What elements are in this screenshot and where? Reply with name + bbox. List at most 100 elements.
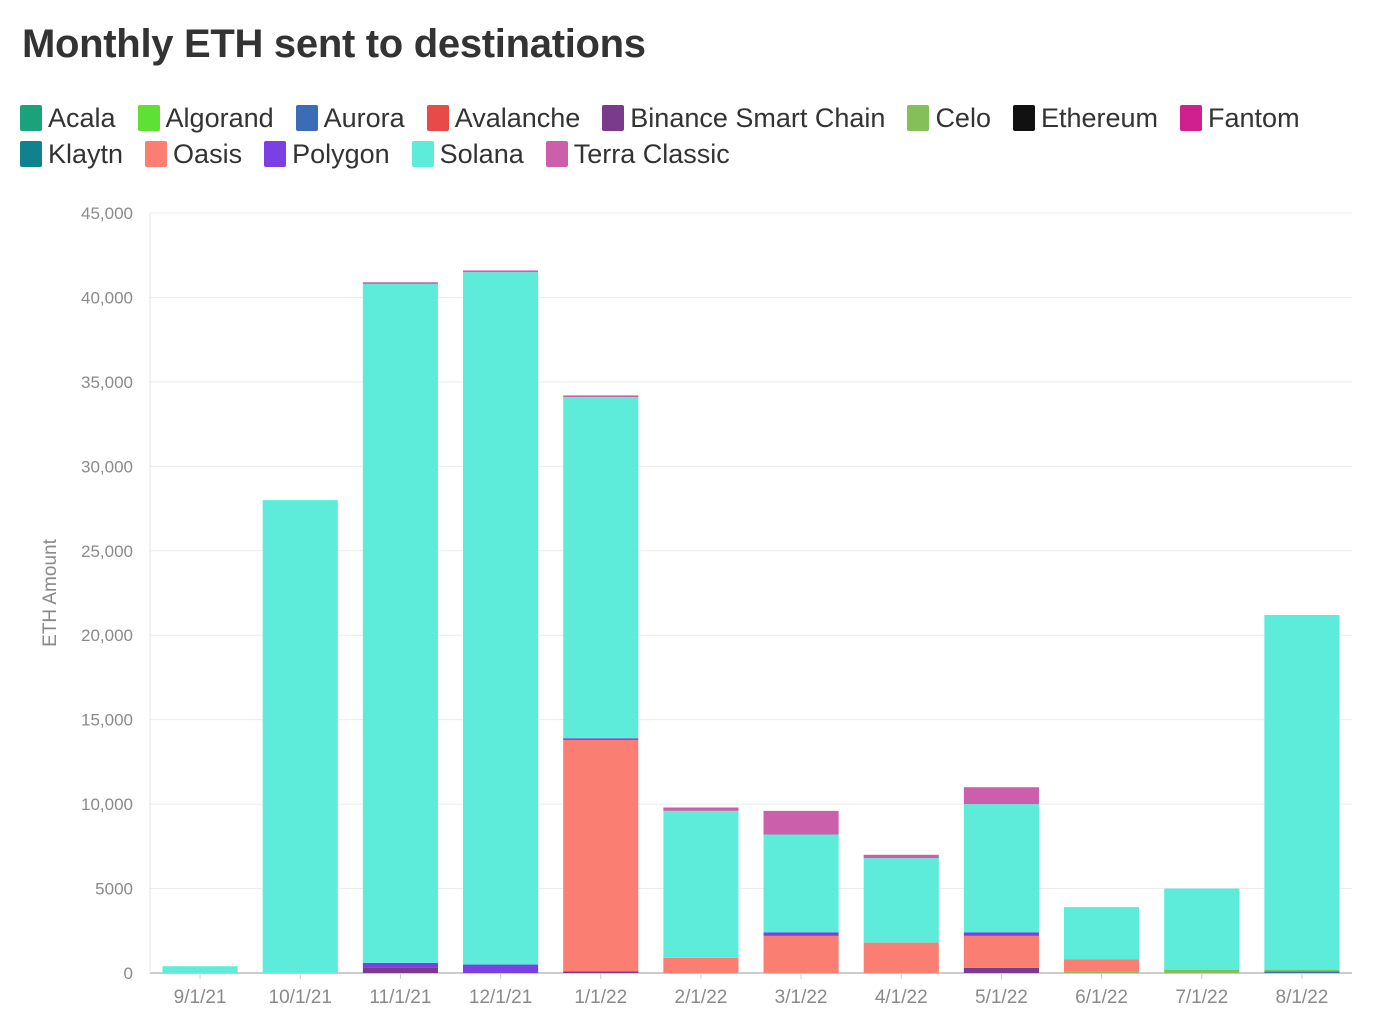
legend-label: Ethereum — [1040, 102, 1159, 133]
bar-segment — [563, 739, 639, 972]
legend-item: Aurora — [295, 102, 405, 133]
y-tick-label: 15,000 — [81, 711, 133, 730]
legend-swatch — [907, 105, 930, 131]
x-tick-label: 8/1/22 — [1276, 987, 1329, 1008]
bar-segment — [1064, 907, 1140, 960]
legend-item: Oasis — [145, 138, 243, 169]
x-tick-label: 3/1/22 — [775, 987, 828, 1008]
bar-segment — [863, 858, 939, 943]
y-tick-label: 5000 — [95, 880, 133, 899]
bar-segment — [1164, 969, 1240, 973]
y-tick-label: 40,000 — [81, 288, 133, 307]
legend-item: Solana — [411, 138, 524, 169]
bar-segment — [963, 935, 1039, 968]
bar-segment — [963, 967, 1039, 973]
bar-segment — [963, 804, 1039, 933]
legend-swatch — [1180, 105, 1203, 131]
x-tick-label: 7/1/22 — [1175, 987, 1228, 1008]
x-tick-label: 1/1/22 — [574, 987, 627, 1008]
legend-label: Aurora — [323, 102, 405, 133]
legend-swatch — [145, 141, 168, 167]
y-tick-label: 20,000 — [81, 626, 133, 645]
legend-item: Terra Classic — [545, 138, 730, 169]
bar-segment — [563, 395, 639, 398]
legend-swatch — [1012, 105, 1035, 131]
bar-segment — [863, 854, 939, 859]
legend-item: Fantom — [1180, 102, 1300, 133]
legend-item: Algorand — [137, 102, 274, 133]
bar-segment — [1164, 888, 1240, 970]
legend-item: Klaytn — [20, 138, 124, 169]
bar-segment — [1264, 614, 1340, 970]
bar-segment — [763, 932, 839, 936]
bar-segment — [763, 935, 839, 973]
bar-segment — [663, 810, 739, 958]
legend-label: Fantom — [1208, 102, 1300, 133]
bar-segment — [362, 962, 438, 968]
legend-label: Polygon — [292, 138, 390, 169]
legend-item: Ethereum — [1012, 102, 1159, 133]
legend-swatch — [602, 105, 625, 131]
x-tick-label: 5/1/22 — [975, 987, 1028, 1008]
bar-segment — [463, 272, 539, 965]
legend-item: Avalanche — [426, 102, 581, 133]
bar-segment — [563, 971, 639, 973]
bar-segment — [963, 932, 1039, 936]
x-tick-label: 11/1/21 — [369, 987, 431, 1008]
legend-label: Acala — [48, 102, 116, 133]
y-tick-label: 45,000 — [81, 204, 133, 223]
y-tick-label: 25,000 — [81, 542, 133, 561]
x-tick-label: 9/1/21 — [174, 987, 227, 1008]
legend-item: Polygon — [264, 138, 390, 169]
legend: Acala Algorand Aurora Avalanche Binance Smar… — [20, 102, 1360, 169]
legend-swatch — [411, 141, 434, 167]
bar-segment — [1264, 971, 1340, 973]
x-tick-label: 10/1/21 — [269, 987, 332, 1008]
y-tick-label: 30,000 — [81, 457, 133, 476]
legend-swatch — [20, 105, 42, 131]
bar-segment — [362, 283, 438, 963]
chart-title: Monthly ETH sent to destinations — [22, 22, 646, 66]
bar-segment — [463, 270, 539, 273]
legend-swatch — [295, 105, 318, 131]
legend-swatch — [426, 105, 449, 131]
legend-label: Binance Smart Chain — [630, 102, 886, 133]
bar-segment — [162, 966, 238, 973]
bar-segment — [563, 738, 639, 740]
legend-swatch — [545, 141, 568, 167]
bar-segment — [362, 282, 438, 284]
legend-label: Oasis — [173, 138, 243, 169]
bar-segment — [563, 397, 639, 739]
legend-label: Terra Classic — [573, 138, 730, 169]
x-tick-label: 4/1/22 — [875, 987, 928, 1008]
legend-label: Klaytn — [48, 138, 124, 169]
bar-segment — [1064, 971, 1140, 973]
legend-label: Solana — [439, 138, 524, 169]
bar-segment — [763, 810, 839, 835]
bar-segment — [362, 967, 438, 973]
bar-segment — [663, 807, 739, 811]
bar-segment — [1064, 959, 1140, 972]
legend-label: Algorand — [165, 102, 274, 133]
x-tick-label: 6/1/22 — [1075, 987, 1128, 1008]
bar-segment — [463, 964, 539, 973]
legend-swatch — [20, 141, 42, 167]
bar-segment — [963, 787, 1039, 805]
bar-segment — [863, 942, 939, 973]
y-tick-label: 10,000 — [81, 795, 133, 814]
legend-label: Avalanche — [454, 102, 581, 133]
legend-item: Binance Smart Chain — [602, 102, 886, 133]
y-tick-label: 0 — [124, 964, 133, 983]
x-tick-label: 2/1/22 — [675, 987, 728, 1008]
bar-segment — [763, 834, 839, 933]
legend-item: Celo — [907, 102, 991, 133]
y-axis-label: ETH Amount — [40, 538, 61, 646]
y-tick-label: 35,000 — [81, 373, 133, 392]
x-tick-label: 12/1/21 — [469, 987, 532, 1008]
bar-segment — [262, 500, 338, 973]
bar-segment — [1264, 969, 1340, 972]
legend-label: Celo — [935, 102, 991, 133]
legend-swatch — [137, 105, 160, 131]
legend-item: Acala — [20, 102, 116, 133]
